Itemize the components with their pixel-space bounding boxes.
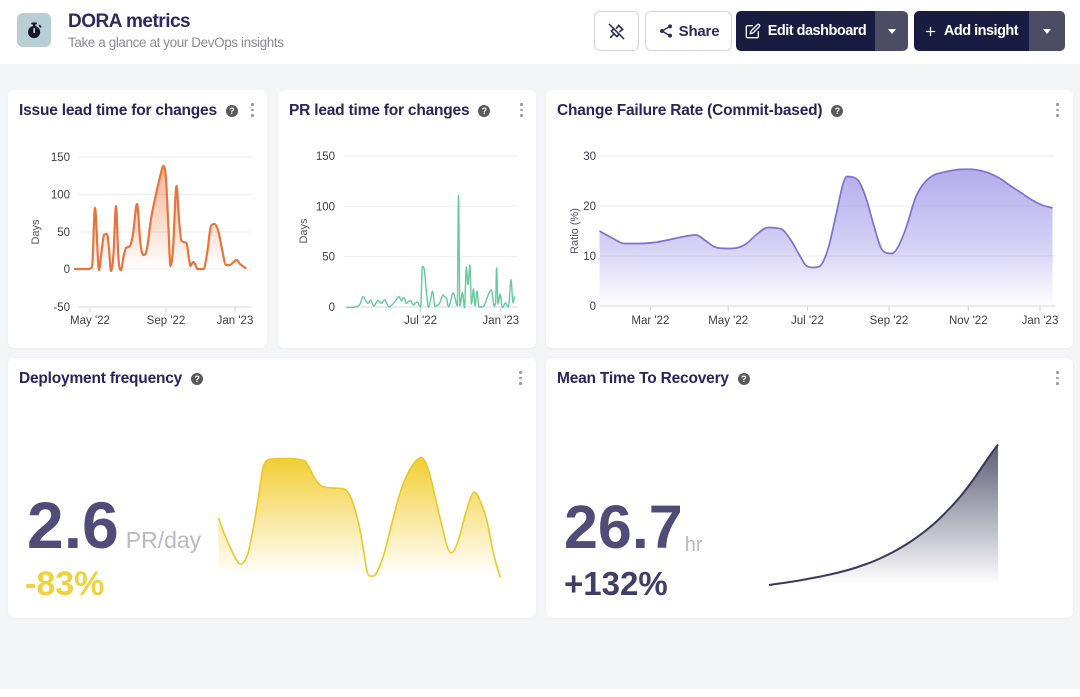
svg-text:Sep '22: Sep '22 [870, 315, 909, 327]
svg-text:May '22: May '22 [70, 315, 110, 327]
svg-text:50: 50 [322, 252, 335, 264]
svg-text:Mar '22: Mar '22 [631, 315, 669, 327]
svg-text:Sep '22: Sep '22 [147, 315, 186, 327]
svg-text:10: 10 [583, 251, 596, 263]
svg-text:0: 0 [329, 302, 335, 314]
svg-text:-50: -50 [53, 302, 70, 314]
svg-text:Ratio (%): Ratio (%) [569, 208, 581, 254]
svg-text:Jan '23: Jan '23 [1022, 315, 1059, 327]
svg-text:150: 150 [51, 152, 70, 164]
svg-text:Jul '22: Jul '22 [791, 315, 824, 327]
svg-text:100: 100 [316, 201, 335, 213]
svg-text:30: 30 [583, 151, 596, 163]
svg-text:150: 150 [316, 151, 335, 163]
svg-text:100: 100 [51, 190, 70, 202]
svg-text:20: 20 [583, 201, 596, 213]
svg-text:Days: Days [298, 218, 310, 244]
svg-text:0: 0 [64, 264, 70, 276]
svg-text:Jan '23: Jan '23 [482, 315, 519, 327]
svg-text:Nov '22: Nov '22 [949, 315, 988, 327]
svg-text:50: 50 [57, 227, 70, 239]
svg-text:May '22: May '22 [708, 315, 748, 327]
svg-text:Days: Days [30, 219, 42, 245]
svg-text:Jan '23: Jan '23 [217, 315, 254, 327]
svg-text:0: 0 [590, 301, 596, 313]
svg-text:Jul '22: Jul '22 [404, 315, 437, 327]
